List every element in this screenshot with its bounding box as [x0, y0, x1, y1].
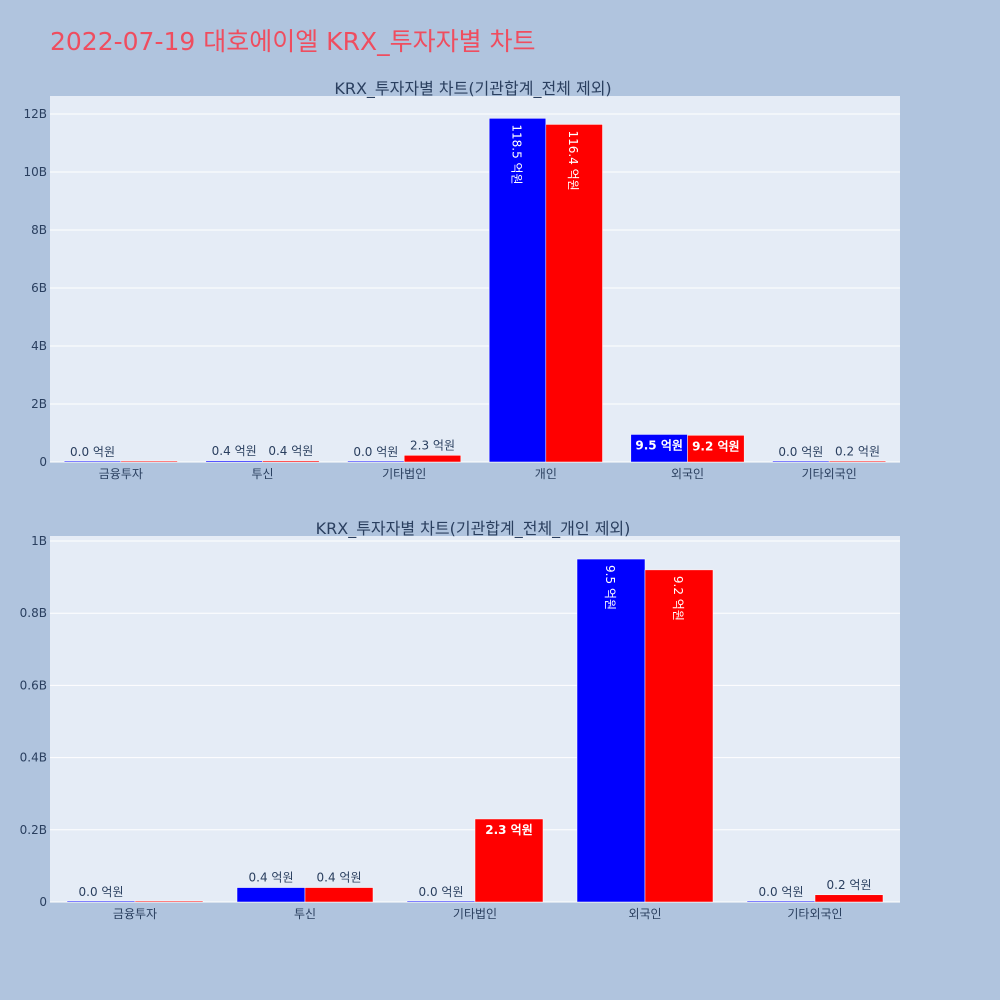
- chart-top: KRX_투자자별 차트(기관합계_전체 제외) 0 2B 4B 6B 8B 10B 12B 0.…: [23, 79, 900, 481]
- data-label: 9.5 억원: [635, 438, 683, 452]
- data-label: 9.2 억원: [692, 439, 740, 453]
- data-label: 0.4 억원: [249, 871, 294, 885]
- x-tick-label: 기타외국인: [802, 467, 857, 481]
- data-label: 0.0 억원: [419, 885, 464, 899]
- y-tick-label: 0.8B: [20, 606, 47, 620]
- bar-series2-4: [687, 435, 745, 463]
- x-tick-label: 기타법인: [382, 467, 426, 481]
- bar-series2-1: [304, 887, 374, 903]
- y-tick-label: 0: [39, 455, 47, 469]
- bar-series2-0: [134, 900, 204, 903]
- y-tick-label: 4B: [31, 339, 47, 353]
- data-label: 2.3 억원: [410, 438, 455, 452]
- data-label: 116.4 억원: [566, 130, 580, 190]
- data-label: 0.0 억원: [353, 445, 398, 459]
- data-label: 0.4 억원: [317, 871, 362, 885]
- x-tick-label: 금융투자: [113, 907, 157, 921]
- x-tick-label: 금융투자: [99, 467, 143, 481]
- data-label: 0.0 억원: [79, 885, 124, 899]
- data-label: 0.0 억원: [759, 885, 804, 899]
- bar-series1-3: [576, 558, 646, 903]
- data-label: 0.0 억원: [778, 445, 823, 459]
- chart-bottom: KRX_투자자별 차트(기관합계_전체_개인 제외) 0 0.2B 0.4B 0.6B 0…: [20, 519, 900, 921]
- x-tick-label: 기타외국인: [787, 907, 842, 921]
- bar-series1-4: [630, 434, 688, 463]
- x-tick-label: 투신: [294, 907, 316, 921]
- data-label: 0.2 억원: [835, 444, 880, 458]
- data-label: 118.5 억원: [510, 124, 524, 184]
- bar-series1-1: [205, 460, 263, 463]
- y-tick-label: 2B: [31, 397, 47, 411]
- x-tick-label: 기타법인: [453, 907, 497, 921]
- bar-series1-0: [63, 460, 122, 463]
- y-tick-label: 0.6B: [20, 678, 47, 692]
- x-tick-label: 투신: [251, 467, 273, 481]
- bar-series1-1: [236, 887, 306, 903]
- y-tick-label: 8B: [31, 223, 47, 237]
- x-tick-label: 외국인: [628, 907, 661, 921]
- chart-title: KRX_투자자별 차트(기관합계_전체 제외): [334, 79, 611, 99]
- bar-series1-2: [347, 460, 405, 463]
- bar-series2-4: [814, 894, 884, 903]
- bar-series2-3: [644, 569, 714, 903]
- y-tick-label: 12B: [23, 107, 47, 121]
- data-label: 0.2 억원: [827, 878, 872, 892]
- bar-series2-0: [120, 460, 178, 463]
- bar-series1-0: [66, 900, 136, 903]
- x-tick-label: 외국인: [671, 467, 704, 481]
- y-tick-label: 0.2B: [20, 823, 47, 837]
- bar-series2-1: [262, 460, 320, 463]
- bar-series2-2: [403, 455, 462, 463]
- data-label: 9.2 억원: [671, 576, 685, 621]
- bar-series1-4: [746, 900, 816, 903]
- data-label: 0.0 억원: [70, 445, 115, 459]
- bar-series1-5: [772, 460, 830, 463]
- y-tick-label: 1B: [31, 534, 47, 548]
- bar-series1-2: [406, 900, 476, 903]
- bar-series2-3: [545, 124, 603, 463]
- data-label: 2.3 억원: [485, 823, 533, 837]
- y-tick-label: 0: [39, 895, 47, 909]
- data-label: 9.5 억원: [603, 565, 617, 610]
- data-label: 0.4 억원: [268, 444, 313, 458]
- data-label: 0.4 억원: [212, 444, 257, 458]
- bar-series2-2: [474, 818, 544, 903]
- bar-series2-5: [828, 460, 887, 463]
- plot-area: [50, 96, 900, 462]
- y-tick-label: 6B: [31, 281, 47, 295]
- page-title: 2022-07-19 대호에이엘 KRX_투자자별 차트: [50, 27, 536, 56]
- y-tick-label: 10B: [23, 165, 47, 179]
- y-tick-label: 0.4B: [20, 751, 47, 765]
- x-tick-label: 개인: [535, 467, 557, 481]
- bar-series1-3: [488, 118, 547, 463]
- chart-title: KRX_투자자별 차트(기관합계_전체_개인 제외): [316, 519, 631, 539]
